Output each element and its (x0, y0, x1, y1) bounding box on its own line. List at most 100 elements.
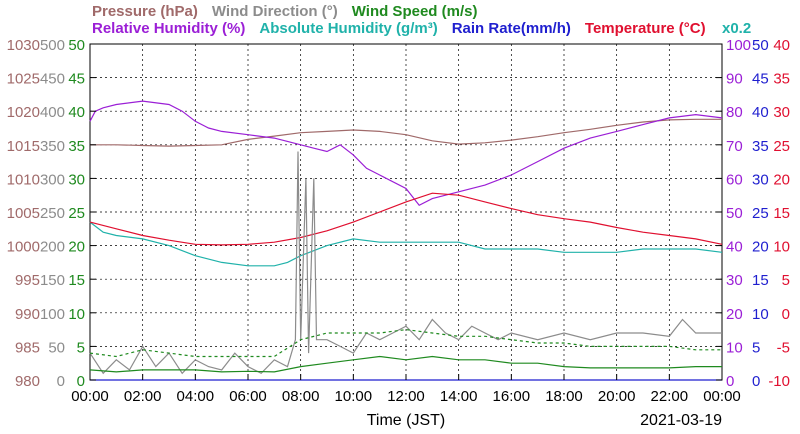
series-relative-humidity (89, 100, 723, 207)
legend-wind-direction: Wind Direction (°) (212, 3, 338, 20)
left-axes: 9809859909951000100510101015102010251030… (7, 37, 96, 390)
axis-tick-pressure: 995 (15, 272, 40, 289)
x-tick-label: 10:00 (335, 388, 373, 405)
axis-tick-wind-direction: 100 (40, 306, 65, 323)
legend-pressure: Pressure (hPa) (92, 3, 198, 20)
grid (90, 44, 722, 380)
x-tick-label: 14:00 (440, 388, 478, 405)
x-tick-label: 02:00 (124, 388, 162, 405)
legend-temperature: Temperature (°C) (585, 20, 706, 37)
series-wind-speed-gust-m-s (89, 328, 722, 358)
axis-tick-wind-direction: 0 (57, 373, 65, 390)
axis-tick-wind-direction: 300 (40, 171, 65, 188)
right-axes: 0102030405060708090100051015202530354045… (716, 37, 790, 390)
axis-tick-wind-speed: 35 (68, 138, 85, 155)
axis-tick-relative-humidity: 30 (726, 272, 743, 289)
series-wind-direction (89, 151, 722, 375)
axis-tick-wind-direction: 450 (40, 71, 65, 88)
legend-wind-speed: Wind Speed (m/s) (352, 3, 478, 20)
axis-tick-relative-humidity: 80 (726, 104, 743, 121)
axis-tick-pressure: 1000 (7, 239, 40, 256)
axis-tick-wind-direction: 250 (40, 205, 65, 222)
axis-tick-temperature: 35 (773, 71, 790, 88)
axis-tick-pressure: 1025 (7, 71, 40, 88)
axis-tick-rain-rate: 30 (752, 171, 769, 188)
axis-tick-pressure: 985 (15, 339, 40, 356)
axis-tick-rain-rate: 10 (752, 306, 769, 323)
axis-tick-rain-rate: 35 (752, 138, 769, 155)
axis-tick-rain-rate: 20 (752, 239, 769, 256)
axis-tick-temperature: 0 (782, 306, 790, 323)
axis-tick-temperature: 10 (773, 239, 790, 256)
axis-tick-pressure: 1020 (7, 104, 40, 121)
axis-tick-rain-rate: 0 (752, 373, 760, 390)
axis-tick-wind-direction: 150 (40, 272, 65, 289)
axis-tick-relative-humidity: 90 (726, 71, 743, 88)
axis-tick-rain-rate: 50 (752, 37, 769, 54)
axis-tick-wind-speed: 10 (68, 306, 85, 323)
legend-row-2: Relative Humidity (%) Absolute Humidity (… (92, 20, 706, 37)
axis-tick-relative-humidity: 20 (726, 306, 743, 323)
axis-tick-pressure: 1005 (7, 205, 40, 222)
axis-tick-wind-direction: 50 (48, 339, 65, 356)
axis-tick-wind-speed: 30 (68, 171, 85, 188)
x-tick-label: 04:00 (177, 388, 215, 405)
x-tick-label: 00:00 (71, 388, 109, 405)
axis-tick-rain-rate: 25 (752, 205, 769, 222)
x-tick-label: 20:00 (598, 388, 636, 405)
legend-row-1: Pressure (hPa) Wind Direction (°) Wind Spe… (92, 3, 477, 20)
axis-tick-relative-humidity: 10 (726, 339, 743, 356)
axis-tick-temperature: -10 (768, 373, 790, 390)
axis-tick-rain-rate: 45 (752, 71, 769, 88)
axis-tick-wind-speed: 45 (68, 71, 85, 88)
axis-tick-wind-speed: 40 (68, 104, 85, 121)
x-tick-label: 22:00 (651, 388, 689, 405)
axis-tick-pressure: 1030 (7, 37, 40, 54)
axis-tick-wind-speed: 5 (77, 339, 85, 356)
x-axis-label: Time (JST) (367, 412, 446, 429)
scale-note: x0.2 (722, 20, 751, 37)
axis-tick-wind-direction: 200 (40, 239, 65, 256)
x-tick-label: 08:00 (282, 388, 320, 405)
legend-rain-rate: Rain Rate(mm/h) (452, 20, 571, 37)
axis-tick-rain-rate: 15 (752, 272, 769, 289)
axis-tick-wind-speed: 50 (68, 37, 85, 54)
axis-tick-rain-rate: 5 (752, 339, 760, 356)
x-tick-label: 16:00 (493, 388, 531, 405)
axis-tick-temperature: 15 (773, 205, 790, 222)
series-lines (89, 100, 723, 381)
axis-tick-temperature: -5 (777, 339, 790, 356)
axis-tick-wind-speed: 0 (77, 373, 85, 390)
axis-tick-rain-rate: 40 (752, 104, 769, 121)
axis-tick-wind-speed: 25 (68, 205, 85, 222)
axis-tick-wind-speed: 20 (68, 239, 85, 256)
x-tick-label: 18:00 (545, 388, 583, 405)
axis-tick-wind-direction: 350 (40, 138, 65, 155)
series-absolute-humidity-g-m (89, 221, 723, 267)
x-tick-label: 12:00 (387, 388, 425, 405)
axis-tick-temperature: 20 (773, 171, 790, 188)
axis-tick-relative-humidity: 70 (726, 138, 743, 155)
legend-relative-humidity: Relative Humidity (%) (92, 20, 245, 37)
axis-tick-wind-direction: 400 (40, 104, 65, 121)
axis-tick-relative-humidity: 40 (726, 239, 743, 256)
x-tick-label: 00:00 (703, 388, 741, 405)
axis-tick-relative-humidity: 60 (726, 171, 743, 188)
axis-tick-wind-direction: 500 (40, 37, 65, 54)
axis-tick-temperature: 40 (773, 37, 790, 54)
axis-tick-pressure: 980 (15, 373, 40, 390)
axis-tick-pressure: 990 (15, 306, 40, 323)
axis-tick-temperature: 5 (782, 272, 790, 289)
series-temperature-c (89, 192, 723, 246)
axis-tick-temperature: 25 (773, 138, 790, 155)
axis-tick-wind-speed: 15 (68, 272, 85, 289)
x-axis: 00:00 02:00 04:00 06:00 08:00 10:00 12:00 14:00… (71, 374, 741, 405)
series-pressure-hpa (90, 118, 722, 147)
axis-tick-pressure: 1010 (7, 171, 40, 188)
legend-absolute-humidity: Absolute Humidity (g/m³) (259, 20, 437, 37)
axis-tick-temperature: 30 (773, 104, 790, 121)
x-tick-label: 06:00 (229, 388, 267, 405)
axis-tick-relative-humidity: 100 (726, 37, 751, 54)
axis-tick-pressure: 1015 (7, 138, 40, 155)
